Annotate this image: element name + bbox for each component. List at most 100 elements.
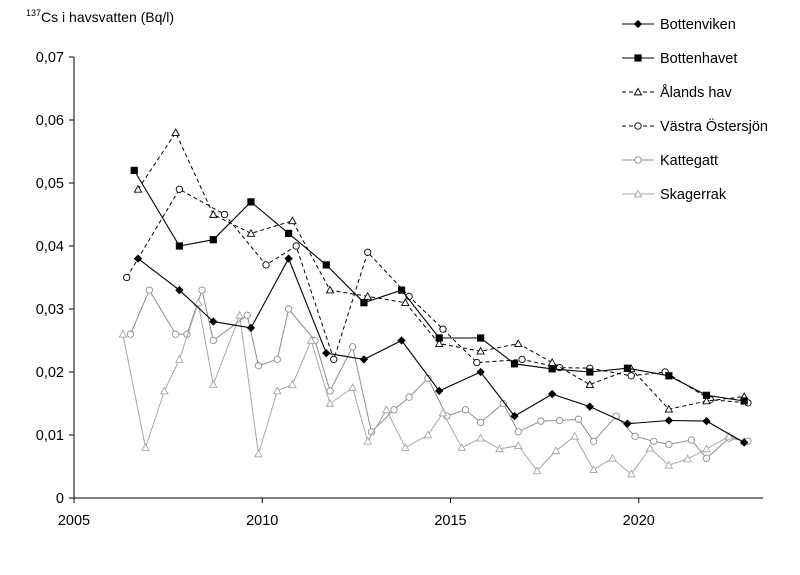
y-tick-label: 0,04 [36,239,64,255]
data-point-kattegatt [499,399,507,408]
y-tick-label: 0,05 [36,176,64,192]
data-point-skagerrak [724,431,734,440]
data-point-kattegatt [476,418,485,427]
x-tick-label: 2015 [434,513,466,529]
y-tick-label: 0,06 [36,113,64,129]
data-point-skagerrak [193,298,203,307]
data-point-bottenviken [585,402,594,411]
data-point-vastra-ostersjon [220,210,229,219]
data-point-skagerrak [476,433,485,442]
data-point-bottenhavet [548,365,556,373]
series-vastra-ostersjon [123,185,752,407]
data-point-bottenviken [322,348,331,358]
series-line-bottenhavet [133,170,745,402]
data-point-kattegatt [687,436,696,444]
data-point-skagerrak [306,335,316,344]
data-point-skagerrak [683,454,693,463]
x-tick-label: 2020 [623,513,655,529]
data-point-kattegatt [273,355,281,364]
data-point-kattegatt [198,286,206,294]
data-point-bottenviken [397,336,406,345]
data-point-bottenhavet [247,198,255,206]
data-point-vastra-ostersjon [518,355,526,364]
axes: 0 0,01 0,02 0,03 0,04 0,05 0,06 0,07 2005 2010 201… [36,50,763,529]
series-line-alands-hav [137,131,745,410]
series-bottenhavet [130,166,748,405]
data-point-bottenhavet [175,242,184,250]
data-point-skagerrak [363,436,373,445]
data-point-skagerrak [589,465,598,473]
data-point-bottenviken [359,355,369,364]
data-point-bottenviken [435,386,444,396]
data-point-skagerrak [175,354,184,363]
data-point-bottenviken [476,367,485,377]
legend-label: Bottenhavet [660,51,737,67]
data-point-alands-hav [208,209,218,218]
data-point-alands-hav [434,339,444,347]
data-point-vastra-ostersjon [364,248,372,256]
data-point-bottenviken [246,323,256,333]
x-tick-label: 2010 [246,513,278,529]
data-point-skagerrak [570,431,580,440]
data-point-kattegatt [405,393,413,401]
legend-label: Bottenviken [660,17,736,33]
data-point-skagerrak [382,405,391,414]
data-point-alands-hav [400,298,410,307]
data-point-skagerrak [702,444,711,453]
y-tick-label: 0,07 [36,50,64,66]
data-point-skagerrak [348,383,357,392]
data-point-bottenhavet [586,368,594,376]
data-point-bottenhavet [665,372,673,380]
y-tick-label: 0,02 [36,365,64,381]
data-point-bottenhavet [285,229,293,237]
data-point-bottenviken [664,416,674,425]
data-point-skagerrak [159,386,169,395]
data-point-vastra-ostersjon [123,273,131,282]
legend-item-vastra-ostersjon: Västra Östersjön [622,117,768,135]
data-point-alands-hav [547,358,557,366]
data-point-skagerrak [288,380,297,388]
data-point-alands-hav [133,184,143,193]
data-point-skagerrak [208,380,218,388]
data-point-skagerrak [626,469,636,478]
data-point-skagerrak [400,443,410,451]
data-point-kattegatt [574,415,583,423]
data-point-bottenviken [284,254,293,263]
data-point-alands-hav [476,346,485,355]
data-point-skagerrak [532,466,542,475]
data-point-bottenviken [510,411,519,421]
data-point-kattegatt [665,440,673,449]
data-point-skagerrak [325,398,335,407]
data-point-skagerrak [551,446,561,455]
data-point-bottenhavet [510,360,519,368]
data-point-vastra-ostersjon [292,242,300,250]
data-point-skagerrak [457,443,467,451]
legend-swatch-marker [634,156,642,164]
data-point-bottenhavet [322,261,330,269]
data-point-bottenhavet [130,166,138,174]
legend-item-skagerrak: Skagerrak [622,187,727,203]
y-tick-label: 0,03 [36,302,64,318]
series-skagerrak [118,298,749,478]
data-point-kattegatt [537,417,545,425]
data-point-bottenviken [623,419,632,428]
legend-swatch-marker [633,189,643,198]
series-line-vastra-ostersjon [126,188,748,404]
data-point-kattegatt [631,432,639,440]
y-axis-title-text: Cs i havsvatten (Bq/l) [41,9,175,25]
data-point-skagerrak [608,453,617,462]
data-point-bottenhavet [702,391,711,399]
legend-item-bottenviken: Bottenviken [622,17,736,33]
data-point-bottenhavet [209,236,217,244]
data-point-kattegatt [589,437,598,445]
data-point-alands-hav [171,128,181,136]
data-point-skagerrak [513,441,523,450]
data-point-alands-hav [325,285,335,294]
data-point-bottenviken [702,416,711,426]
data-point-skagerrak [254,449,263,458]
data-point-vastra-ostersjon [439,325,447,333]
data-point-kattegatt [390,406,398,414]
data-point-bottenviken [547,389,557,399]
y-tick-label: 0,01 [36,428,64,444]
data-point-kattegatt [145,286,153,294]
